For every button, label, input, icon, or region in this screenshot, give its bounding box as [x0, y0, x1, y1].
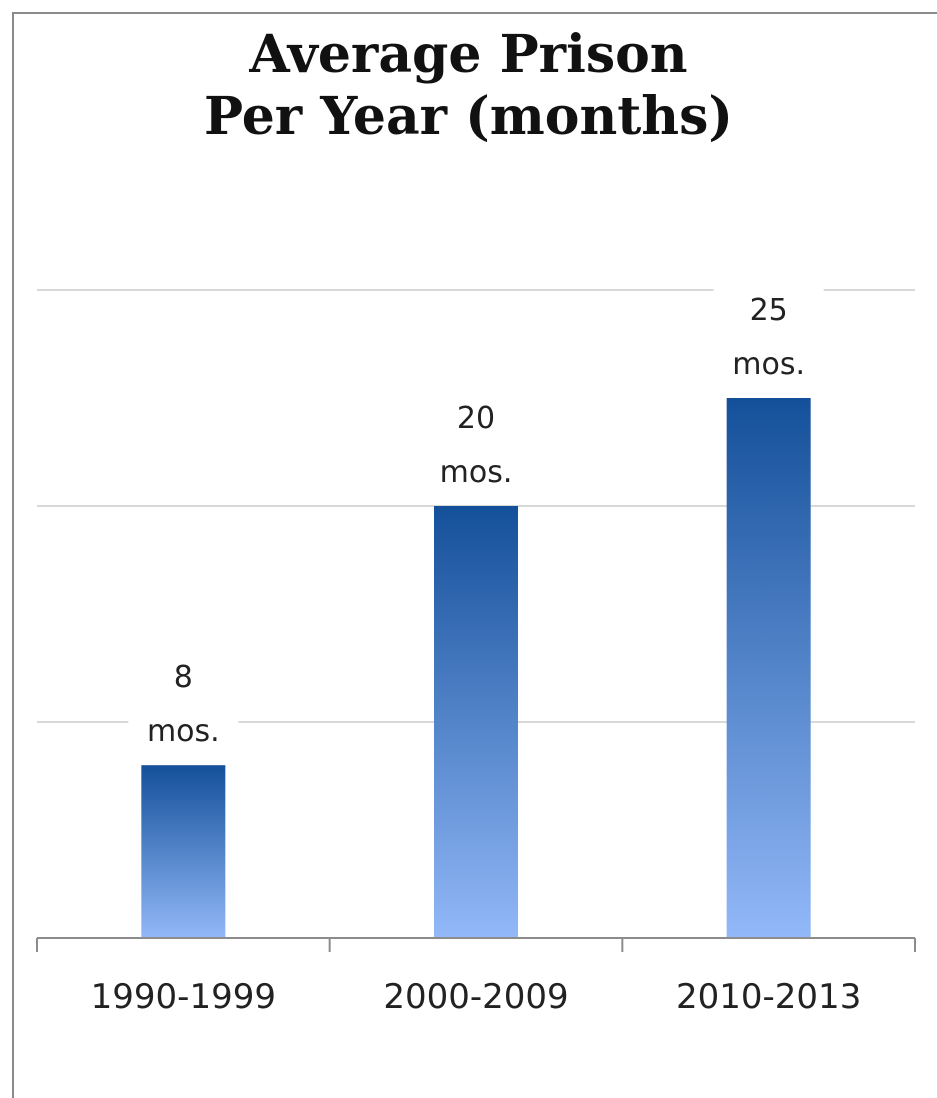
- data-label-background-2: [713, 280, 824, 384]
- data-label-value-1: 20: [457, 401, 495, 436]
- x-tick-label-2010-2013: 2010-2013: [676, 977, 861, 1017]
- bar-2010-2013: [726, 398, 811, 938]
- x-tick-label-2000-2009: 2000-2009: [383, 977, 568, 1017]
- data-label-unit-2: mos.: [732, 347, 805, 382]
- chart-title-line-1: Average Prison: [249, 24, 688, 85]
- chart-title: Average Prison Per Year (months): [0, 24, 937, 148]
- data-labels: 8 mos. 20 mos. 25 mos.: [128, 280, 824, 752]
- bar-1990-1999: [141, 765, 226, 938]
- data-label-value-0: 8: [174, 660, 193, 695]
- bar-2000-2009: [434, 506, 518, 938]
- x-tick-label-1990-1999: 1990-1999: [91, 977, 276, 1017]
- bars: [141, 398, 811, 938]
- chart-title-line-2: Per Year (months): [204, 86, 733, 147]
- data-label-unit-1: mos.: [440, 455, 513, 490]
- x-axis: 1990-1999 2000-2009 2010-2013: [36, 937, 916, 1017]
- data-label-background-0: [128, 647, 239, 752]
- data-label-background-1: [421, 388, 531, 492]
- data-label-unit-0: mos.: [147, 714, 220, 749]
- data-label-value-2: 25: [750, 293, 788, 328]
